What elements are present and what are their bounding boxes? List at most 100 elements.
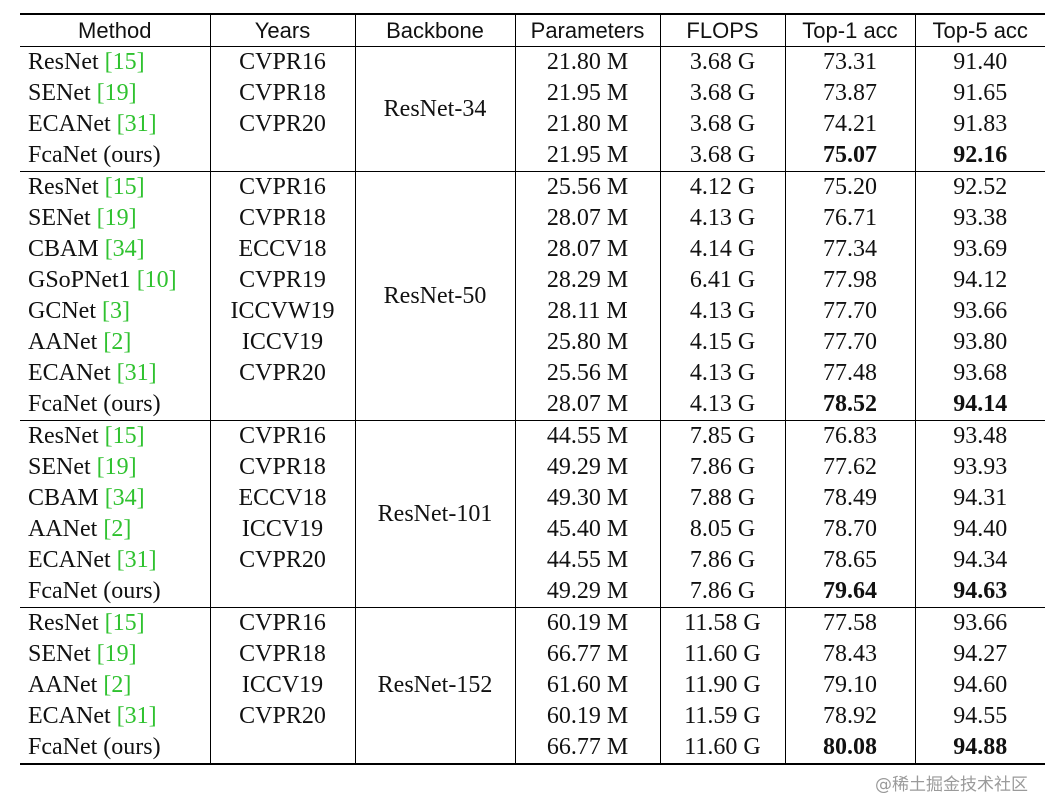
top1-cell: 78.43 xyxy=(784,639,915,670)
citation: [3] xyxy=(102,298,130,324)
top1-cell: 77.70 xyxy=(784,327,915,358)
column-header: Backbone xyxy=(354,14,515,47)
flops-cell: 6.41 G xyxy=(659,265,785,296)
method-cell: FcaNet (ours) xyxy=(20,140,210,172)
method-name: GSoPNet1 xyxy=(28,267,131,293)
backbone-cell: ResNet-50 xyxy=(354,171,515,421)
column-header: Method xyxy=(78,18,152,43)
years-cell: CVPR16 xyxy=(209,420,355,452)
table-row: ECANet [31] CVPR20 60.19 M 11.59 G 78.92 94.5… xyxy=(20,701,1045,732)
years-cell: ECCV18 xyxy=(209,483,355,514)
row-group: ResNet [15] CVPR16 ResNet-101 44.55 M 7.85 G… xyxy=(20,420,1045,608)
flops-cell: 3.68 G xyxy=(659,140,785,172)
years-cell xyxy=(209,140,355,172)
years-cell: CVPR20 xyxy=(209,358,355,389)
params-cell: 61.60 M xyxy=(514,670,660,701)
method-cell: AANet [2] xyxy=(20,670,210,701)
years: CVPR18 xyxy=(239,641,326,667)
top1-cell: 78.49 xyxy=(784,483,915,514)
params-cell: 49.30 M xyxy=(514,483,660,514)
top1-cell: 78.52 xyxy=(784,389,915,421)
table-row: ResNet [15] CVPR16 ResNet-101 44.55 M 7.85 G… xyxy=(20,420,1045,608)
top1-cell: 77.34 xyxy=(784,234,915,265)
citation: [31] xyxy=(116,547,157,573)
citation: [19] xyxy=(96,641,137,667)
top5-cell: 94.55 xyxy=(914,701,1045,732)
top5-cell: 94.60 xyxy=(914,670,1045,701)
top5-cell: 91.65 xyxy=(914,78,1045,109)
top1-cell: 77.98 xyxy=(784,265,915,296)
params-cell: 66.77 M xyxy=(514,732,660,764)
method-name: ECANet xyxy=(28,111,111,137)
table-row: FcaNet (ours) 49.29 M 7.86 G 79.64 94.63 xyxy=(20,576,1045,608)
citation: [34] xyxy=(104,236,145,262)
params-cell: 25.56 M xyxy=(514,358,660,389)
top1-cell: 74.21 xyxy=(784,109,915,140)
table-row: ResNet [15] CVPR16 ResNet-152 60.19 M 11.58 … xyxy=(20,607,1045,764)
method-cell: ECANet [31] xyxy=(20,545,210,576)
flops-cell: 3.68 G xyxy=(659,78,785,109)
column-header: Years xyxy=(209,14,355,47)
table-row: GSoPNet1 [10] CVPR19 28.29 M 6.41 G 77.98 94.… xyxy=(20,265,1045,296)
method-name: SENet xyxy=(28,80,91,106)
params-cell: 49.29 M xyxy=(514,452,660,483)
top1-cell: 76.83 xyxy=(784,420,915,452)
params-cell: 44.55 M xyxy=(514,545,660,576)
citation: [2] xyxy=(103,329,132,355)
top5-cell: 94.88 xyxy=(914,732,1045,764)
method-name: CBAM xyxy=(28,236,99,262)
flops-cell: 7.85 G xyxy=(659,420,785,452)
years: CVPR16 xyxy=(239,610,326,636)
method-name: ResNet xyxy=(28,49,99,75)
flops-cell: 4.13 G xyxy=(659,203,785,234)
column-header: FLOPS xyxy=(659,14,785,47)
top5-cell: 94.31 xyxy=(914,483,1045,514)
top5-cell: 94.34 xyxy=(914,545,1045,576)
table-row: GCNet [3] ICCVW19 28.11 M 4.13 G 77.70 93.66 xyxy=(20,296,1045,327)
backbone-cell: ResNet-152 xyxy=(354,607,515,764)
params-cell: 21.80 M xyxy=(514,109,660,140)
top5-cell: 93.69 xyxy=(914,234,1045,265)
params-cell: 21.95 M xyxy=(514,78,660,109)
citation: [31] xyxy=(116,111,157,137)
flops-cell: 4.15 G xyxy=(659,327,785,358)
citation: [15] xyxy=(104,49,145,75)
years: CVPR20 xyxy=(239,360,326,386)
years: CVPR18 xyxy=(239,454,326,480)
method-cell: ECANet [31] xyxy=(20,701,210,732)
method-cell: ResNet [15] xyxy=(20,172,210,204)
flops-cell: 8.05 G xyxy=(659,514,785,545)
flops-cell: 7.88 G xyxy=(659,483,785,514)
years: CVPR16 xyxy=(239,49,326,75)
table-row: ECANet [31] CVPR20 21.80 M 3.68 G 74.21 91.83 xyxy=(20,109,1045,140)
top1-cell: 75.07 xyxy=(784,140,915,172)
citation: [15] xyxy=(104,423,145,449)
top5-cell: 93.80 xyxy=(914,327,1045,358)
citation: [2] xyxy=(103,672,132,698)
params-cell: 45.40 M xyxy=(514,514,660,545)
top5-cell: 91.40 xyxy=(914,46,1045,78)
flops-cell: 11.90 G xyxy=(659,670,785,701)
years: ICCV19 xyxy=(241,672,324,698)
years-cell: ICCV19 xyxy=(209,327,355,358)
top5-cell: 93.68 xyxy=(914,358,1045,389)
method-name: AANet xyxy=(28,516,98,542)
results-table: Method Years Backbone Parameters FLOPS Top-1 … xyxy=(20,13,1045,765)
top5-cell: 94.63 xyxy=(914,576,1045,608)
method-cell: ResNet [15] xyxy=(20,608,210,640)
years-cell: ECCV18 xyxy=(209,234,355,265)
method-name: GCNet xyxy=(28,298,96,324)
flops-cell: 4.12 G xyxy=(659,171,785,203)
citation: [19] xyxy=(96,205,137,231)
top5-cell: 94.14 xyxy=(914,389,1045,421)
method-cell: SENet [19] xyxy=(20,452,210,483)
flops-cell: 4.13 G xyxy=(659,389,785,421)
top5-cell: 93.48 xyxy=(914,420,1045,452)
years-cell xyxy=(209,576,355,608)
flops-cell: 11.59 G xyxy=(659,701,785,732)
table-row: FcaNet (ours) 28.07 M 4.13 G 78.52 94.14 xyxy=(20,389,1045,421)
method-name: FcaNet (ours) xyxy=(28,142,161,168)
citation: [19] xyxy=(96,454,137,480)
